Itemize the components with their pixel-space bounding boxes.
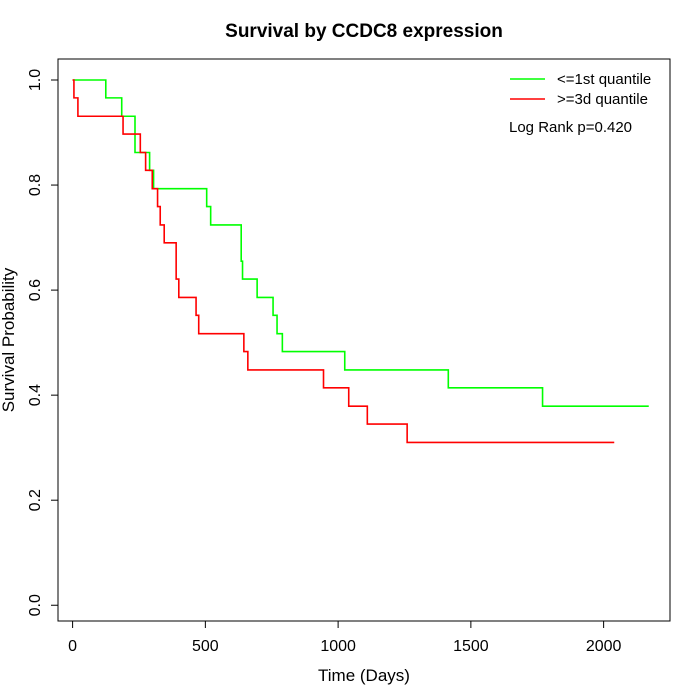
plot-frame <box>57 58 671 622</box>
x-tick-label: 1500 <box>453 638 489 655</box>
y-tick-label: 0.4 <box>27 384 44 406</box>
x-tick-label: 0 <box>68 638 77 655</box>
x-axis-label: Time (Days) <box>318 666 410 685</box>
y-tick-label: 0.0 <box>27 594 44 616</box>
x-tick-label: 2000 <box>586 638 622 655</box>
y-axis: 0.0 0.2 0.4 0.6 0.8 1.0 <box>27 69 58 616</box>
x-tick-label: 1000 <box>320 638 356 655</box>
legend: <=1st quantile >=3d quantile <box>510 71 651 108</box>
legend-entry-label: <=1st quantile <box>557 71 651 88</box>
x-tick-label: 500 <box>192 638 219 655</box>
legend-entry-label: >=3d quantile <box>557 91 648 108</box>
log-rank-annotation: Log Rank p=0.420 <box>509 119 632 136</box>
y-tick-label: 1.0 <box>27 69 44 91</box>
x-axis: 0 500 1000 1500 2000 <box>68 621 622 655</box>
series-layer <box>72 79 649 444</box>
survival-curve-series <box>72 79 615 444</box>
chart-title: Survival by CCDC8 expression <box>225 21 503 42</box>
y-tick-label: 0.2 <box>27 489 44 511</box>
y-axis-label: Survival Probability <box>0 267 18 412</box>
y-tick-label: 0.8 <box>27 174 44 196</box>
y-tick-label: 0.6 <box>27 279 44 301</box>
